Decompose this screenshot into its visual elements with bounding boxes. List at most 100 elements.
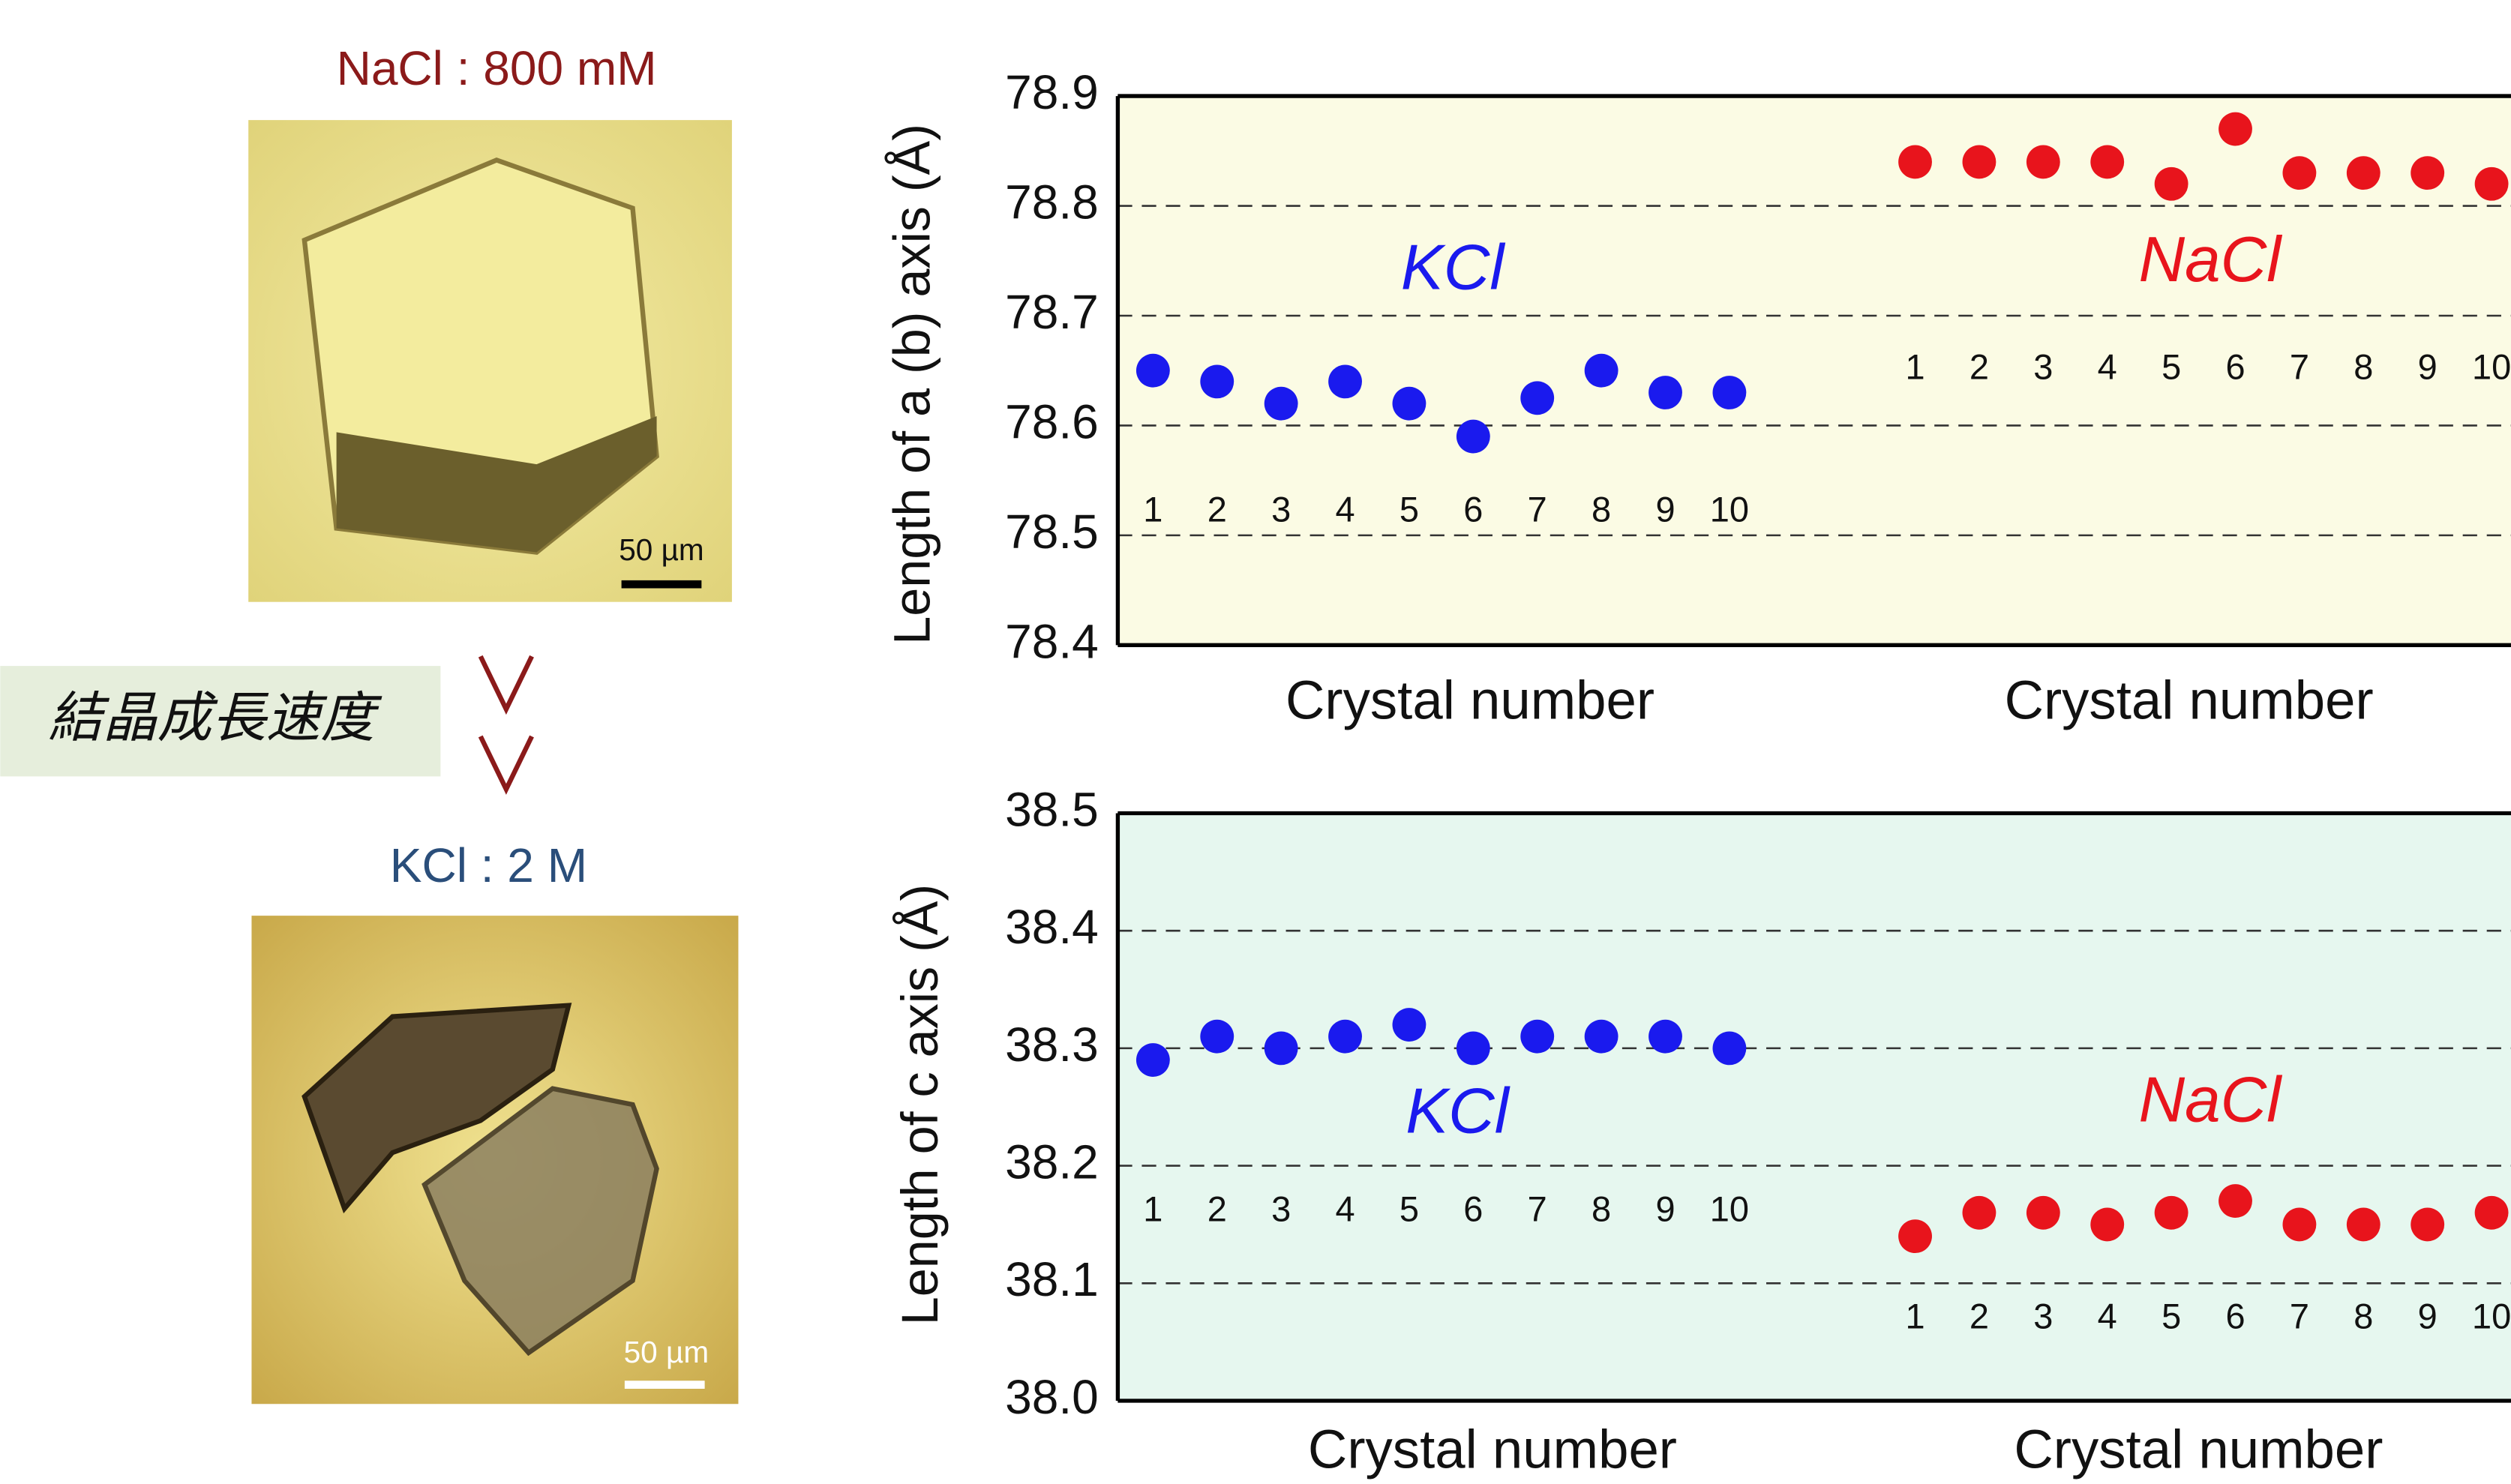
figure: NaCl : 800 mM 50 µm 結晶成長速度 KCl : 2 M 50 … [0,0,2511,1484]
page: NaCl : 800 mM 50 µm 結晶成長速度 KCl : 2 M 50 … [0,0,2511,1484]
point [2218,1184,2252,1218]
point [2283,1208,2317,1242]
series-label: KCl [1406,1076,1510,1147]
crystal-number: 5 [2162,347,2181,387]
y-tick-label: 78.4 [1005,614,1099,668]
series-label: NaCl [2138,224,2282,295]
y-tick-label: 78.7 [1005,285,1099,339]
crystal-number: 3 [1271,490,1291,529]
point [2218,112,2252,146]
crystal-number: 4 [2098,1297,2117,1336]
crystal-number: 5 [1400,1189,1419,1228]
point [1136,1043,1170,1077]
x-axis-label: Crystal number [1308,1420,1677,1480]
crystal-number: 6 [2225,347,2245,387]
y-axis-label: Length of a (b) axis (Å) [884,124,940,645]
crystal-number: 2 [1970,347,1989,387]
point [2410,156,2444,190]
crystal-number: 9 [2418,347,2438,387]
crystal-number: 10 [1710,490,1749,529]
point [2155,1196,2188,1230]
y-tick-label: 38.2 [1005,1135,1099,1189]
y-tick-label: 38.0 [1005,1370,1099,1424]
series-label: KCl [1401,232,1506,303]
crystal-number: 6 [1463,490,1483,529]
point [2026,145,2060,179]
x-axis-label: Crystal number [2014,1420,2383,1480]
arrow-box-label: 結晶成長速度 [48,688,382,748]
point [2090,145,2124,179]
series-label: NaCl [2138,1065,2282,1136]
crystal-number: 7 [2290,347,2309,387]
crystal-number: 9 [1655,1189,1675,1228]
y-axis-label: Length of c axis (Å) [892,884,949,1325]
point [1712,1031,1746,1065]
crystal-number: 1 [1143,1189,1162,1228]
crystal-number: 7 [2290,1297,2309,1336]
y-tick-label: 78.9 [1005,65,1099,119]
point [1898,145,1932,179]
point [1520,1020,1554,1054]
point [1963,1196,1996,1230]
point [1328,1020,1362,1054]
crystal-number: 10 [1710,1189,1749,1228]
point [1648,1020,1682,1054]
crystal-number: 6 [1463,1189,1483,1228]
point [1328,364,1362,398]
crystal-number: 7 [1528,1189,1547,1228]
point [2155,167,2188,201]
crystal-number: 7 [1528,490,1547,529]
x-axis-label: Crystal number [2005,670,2374,731]
crystal-number: 1 [1143,490,1162,529]
y-tick-label: 38.4 [1005,900,1099,954]
crystal-number: 3 [2033,347,2053,387]
point [1520,381,1554,415]
y-tick-label: 38.1 [1005,1252,1099,1306]
bottom-caption: KCl : 2 M [390,838,587,892]
crystal-number: 2 [1970,1297,1989,1336]
crystal-number: 9 [2418,1297,2438,1336]
scale-label: 50 µm [624,1335,710,1369]
point [1264,1031,1298,1065]
crystal-number: 2 [1208,1189,1227,1228]
crystal-number: 6 [2225,1297,2245,1336]
crystal-number: 4 [1335,1189,1354,1228]
point [1200,364,1234,398]
point [1963,145,1996,179]
point [1264,387,1298,421]
point [1456,420,1490,454]
point [1898,1219,1932,1253]
y-tick-label: 78.8 [1005,175,1099,229]
point [2026,1196,2060,1230]
crystal-number: 4 [2098,347,2117,387]
point [1393,387,1426,421]
point [1393,1008,1426,1042]
crystal-number: 1 [1905,347,1924,387]
crystal-number: 5 [1400,490,1419,529]
crystal-number: 8 [1592,490,1611,529]
crystal-number: 8 [2354,1297,2373,1336]
y-tick-label: 78.5 [1005,505,1099,559]
point [2090,1208,2124,1242]
crystal-number: 5 [2162,1297,2181,1336]
point [1712,376,1746,409]
y-tick-label: 78.6 [1005,394,1099,448]
crystal-number: 8 [1592,1189,1611,1228]
crystal-number: 4 [1335,490,1354,529]
crystal-number: 8 [2354,347,2373,387]
point [1585,354,1618,388]
point [2347,156,2380,190]
point [1585,1020,1618,1054]
crystal-number: 3 [1271,1189,1291,1228]
crystal-number: 2 [1208,490,1227,529]
crystal-number: 10 [2472,347,2511,387]
crystal-number: 1 [1905,1297,1924,1336]
y-tick-label: 38.3 [1005,1018,1099,1072]
point [2283,156,2317,190]
x-axis-label: Crystal number [1286,670,1654,731]
scale-label: 50 µm [619,532,704,567]
point [2347,1208,2380,1242]
crystal-number: 9 [1655,490,1675,529]
point [1456,1031,1490,1065]
point [1200,1020,1234,1054]
